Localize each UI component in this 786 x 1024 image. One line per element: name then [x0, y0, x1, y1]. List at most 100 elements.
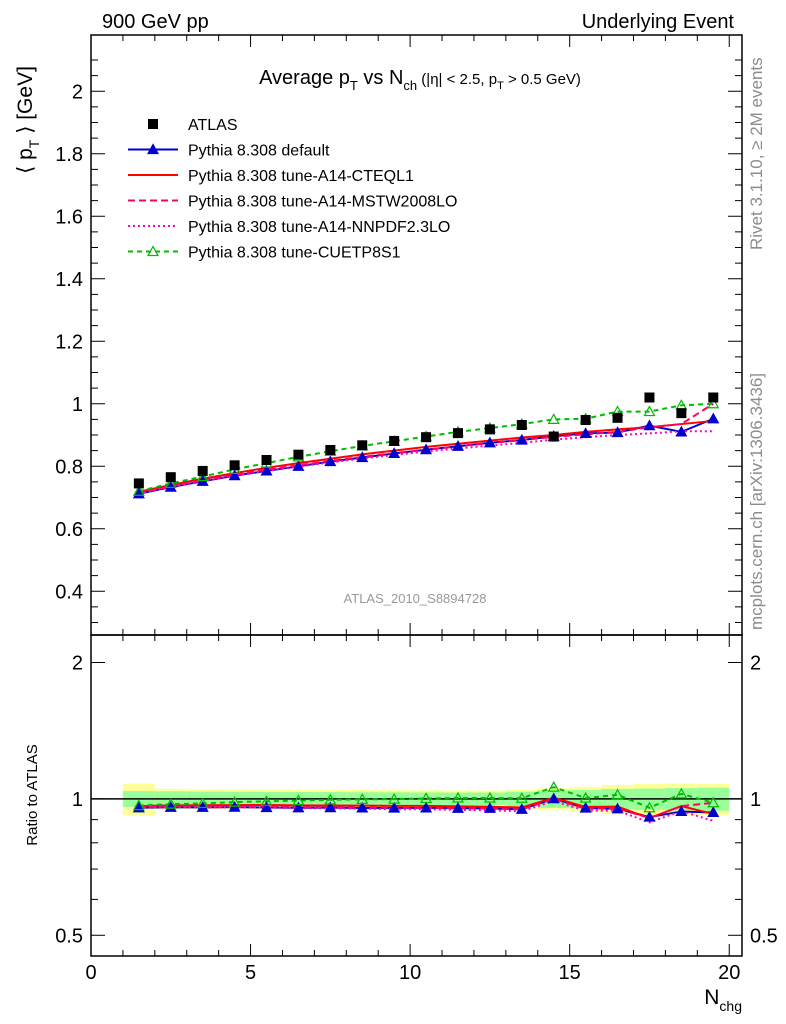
y-tick-label: 1.8	[55, 144, 83, 166]
series-marker-0	[579, 427, 592, 439]
side-label-top: Rivet 3.1.10, ≥ 2M events	[747, 57, 766, 250]
ratio-series-marker-4	[388, 792, 401, 804]
ratio-series-marker-0	[292, 801, 305, 813]
legend-label-4: Pythia 8.308 tune-A14-NNPDF2.3LO	[188, 219, 450, 236]
ratio-series-marker-0	[483, 802, 496, 813]
ratio-series-marker-4	[132, 799, 145, 811]
x-tick-label: 10	[399, 962, 421, 984]
series-marker-0	[356, 451, 369, 463]
legend-label-2: Pythia 8.308 tune-A14-CTEQL1	[188, 168, 414, 185]
ratio-series-marker-0	[164, 801, 177, 812]
ratio-series-marker-0	[707, 806, 720, 818]
ratio-series-marker-4	[324, 793, 337, 805]
x-label-sub: chg	[719, 998, 742, 1014]
ratio-series-marker-4	[483, 791, 496, 803]
y-axis-label: ⟨ pT ⟩ [GeV]	[14, 66, 42, 174]
series-markers	[132, 397, 720, 822]
ratio-series-marker-4	[356, 793, 369, 804]
y-label-close: ⟩ [GeV]	[14, 66, 37, 140]
ratio-series-marker-4	[675, 787, 688, 799]
side-label-bottom: mcplots.cern.ch [arXiv:1306.3436]	[747, 373, 766, 630]
atlas-data-point	[165, 472, 176, 483]
y-tick-label: 1.2	[55, 331, 83, 353]
ratio-series-marker-4	[451, 791, 465, 803]
chart-title: Average pT vs Nch (|η| < 2.5, pT > 0.5 G…	[259, 67, 581, 93]
x-tick-label: 0	[85, 962, 96, 984]
x-tick-label: 5	[245, 962, 256, 984]
series-marker-0	[643, 419, 656, 431]
series-marker-0	[228, 469, 241, 481]
ratio-series-marker-4	[707, 796, 720, 808]
ratio-series-marker-0	[451, 801, 465, 813]
ratio-series-marker-0	[643, 810, 656, 822]
ratio-series-marker-0	[515, 803, 528, 814]
legend-label-5: Pythia 8.308 tune-CUETP8S1	[188, 245, 401, 262]
series-marker-4	[132, 485, 145, 496]
y-tick-label: 1.6	[55, 206, 83, 228]
ratio-series-marker-4	[579, 791, 592, 803]
ratio-series-marker-0	[324, 801, 337, 813]
ratio-y-tick-label-right: 0.5	[750, 925, 778, 947]
series-marker-4	[164, 477, 177, 489]
atlas-data-point	[484, 424, 495, 435]
atlas-data-point	[325, 445, 336, 455]
x-tick-label: 15	[559, 962, 581, 984]
y-label-sub: T	[26, 139, 42, 148]
title-cuts-open: (|η| < 2.5, p	[417, 71, 497, 88]
series-marker-0	[164, 480, 177, 492]
legend: ATLAS Pythia 8.308 default Pythia 8.308 tu…	[128, 117, 457, 262]
atlas-data-point	[229, 460, 240, 471]
header-right-label: Underlying Event	[582, 11, 735, 33]
legend-label-1: Pythia 8.308 default	[188, 143, 330, 160]
title-cuts-close: > 0.5 GeV)	[504, 71, 581, 88]
atlas-data-point	[389, 435, 400, 446]
ratio-series-marker-0	[611, 802, 624, 814]
ratio-series-marker-4	[292, 794, 305, 806]
ratio-series-marker-0	[356, 801, 369, 813]
ratio-series-marker-4	[260, 795, 273, 806]
series-line-0	[138, 417, 714, 495]
ratio-series-marker-4	[643, 801, 656, 813]
atlas-data-point	[676, 408, 687, 419]
ratio-y-tick-label-left: 1	[72, 789, 83, 811]
ratio-series-marker-0	[260, 801, 273, 813]
ratio-series-marker-0	[547, 792, 560, 804]
series-marker-0	[675, 425, 688, 437]
y-tick-label: 1	[72, 394, 83, 416]
ratio-y-axis-label: Ratio to ATLAS	[24, 744, 41, 845]
header-left-label: 900 GeV pp	[102, 11, 209, 33]
axes: 0 5 10 15 20 0.4 0.6 0.8 1 1.2 1.4 1.6 1.8 2 0.5 0.5 1 1 2…	[55, 34, 778, 984]
atlas-data-point	[708, 392, 719, 403]
ratio-series-marker-4	[196, 797, 209, 809]
atlas-data-point	[644, 392, 655, 403]
ratio-series-marker-4	[420, 792, 433, 804]
x-axis-label: Nchg	[704, 986, 742, 1014]
series-marker-0	[420, 443, 433, 455]
series-marker-0	[707, 412, 720, 424]
atlas-data-point	[612, 412, 623, 423]
ratio-series-marker-4	[164, 797, 177, 809]
legend-marker-4	[146, 245, 160, 257]
ratio-y-tick-label-left: 2	[72, 652, 83, 674]
x-tick-label: 20	[718, 962, 740, 984]
ratio-series-marker-0	[420, 801, 433, 813]
analysis-watermark: ATLAS_2010_S8894728	[344, 591, 487, 606]
ratio-series-marker-4	[228, 795, 241, 807]
ratio-series-marker-0	[196, 801, 209, 812]
ratio-series-marker-0	[579, 801, 592, 813]
atlas-data-points	[133, 392, 719, 489]
series-marker-0	[292, 460, 305, 471]
series-marker-4	[547, 413, 560, 424]
y-tick-label: 1.4	[55, 269, 83, 291]
series-marker-0	[483, 436, 496, 448]
legend-label-0: ATLAS	[188, 117, 238, 134]
series-marker-4	[196, 470, 209, 482]
atlas-data-point	[357, 440, 368, 451]
ratio-y-tick-label-left: 0.5	[55, 925, 83, 947]
title-vs: vs N	[358, 67, 404, 89]
atlas-data-point	[261, 455, 272, 465]
atlas-data-point	[452, 428, 463, 439]
ratio-series-marker-4	[611, 788, 624, 800]
atlas-data-point	[293, 449, 304, 460]
title-main: Average p	[259, 67, 350, 89]
